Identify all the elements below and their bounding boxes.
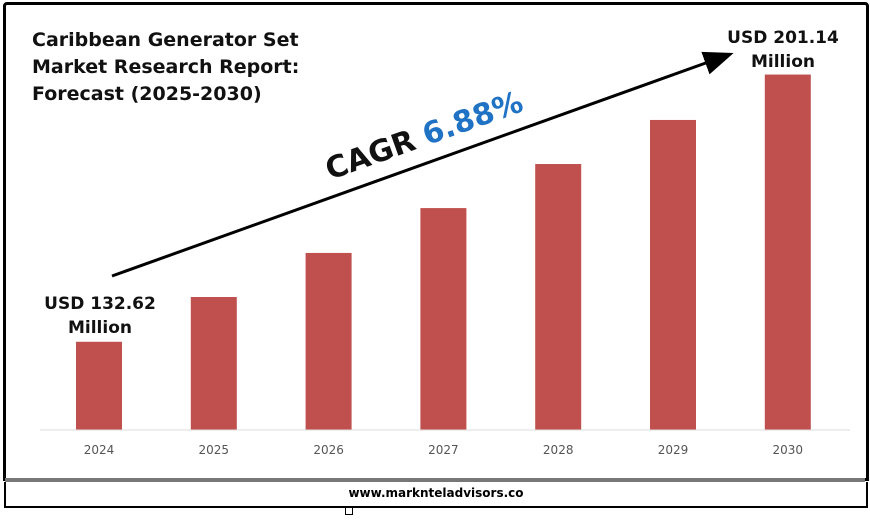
x-tick-label: 2030 (773, 443, 804, 457)
end-value-label: USD 201.14 (727, 28, 839, 48)
bar-2030 (764, 74, 811, 430)
title-line: Caribbean Generator Set (32, 29, 299, 51)
footer-mark (345, 508, 353, 515)
title-line: Market Research Report: (32, 56, 300, 78)
chart-title: Caribbean Generator Set Market Research … (32, 27, 299, 108)
bar-2024 (76, 341, 122, 430)
x-tick-label: 2027 (428, 443, 459, 457)
bar-2028 (535, 164, 582, 430)
x-tick-label: 2025 (199, 443, 230, 457)
x-tick-label: 2028 (543, 443, 574, 457)
bar-2025 (190, 297, 237, 430)
end-value-unit: Million (751, 52, 815, 72)
bar-2027 (420, 208, 467, 430)
bar-2026 (305, 252, 352, 430)
bar-2029 (650, 119, 696, 430)
x-tick-label: 2026 (313, 443, 344, 457)
start-value-label: USD 132.62 (44, 294, 156, 314)
cagr-label: CAGR6.88% (321, 85, 528, 188)
title-line: Forecast (2025-2030) (32, 83, 262, 105)
footer-website: www.marknteladvisors.co (4, 482, 868, 508)
x-tick-label: 2024 (84, 443, 115, 457)
frame-shadow (5, 478, 865, 482)
x-tick-label: 2029 (658, 443, 689, 457)
start-value-unit: Million (68, 318, 132, 338)
growth-arrow (111, 51, 734, 278)
